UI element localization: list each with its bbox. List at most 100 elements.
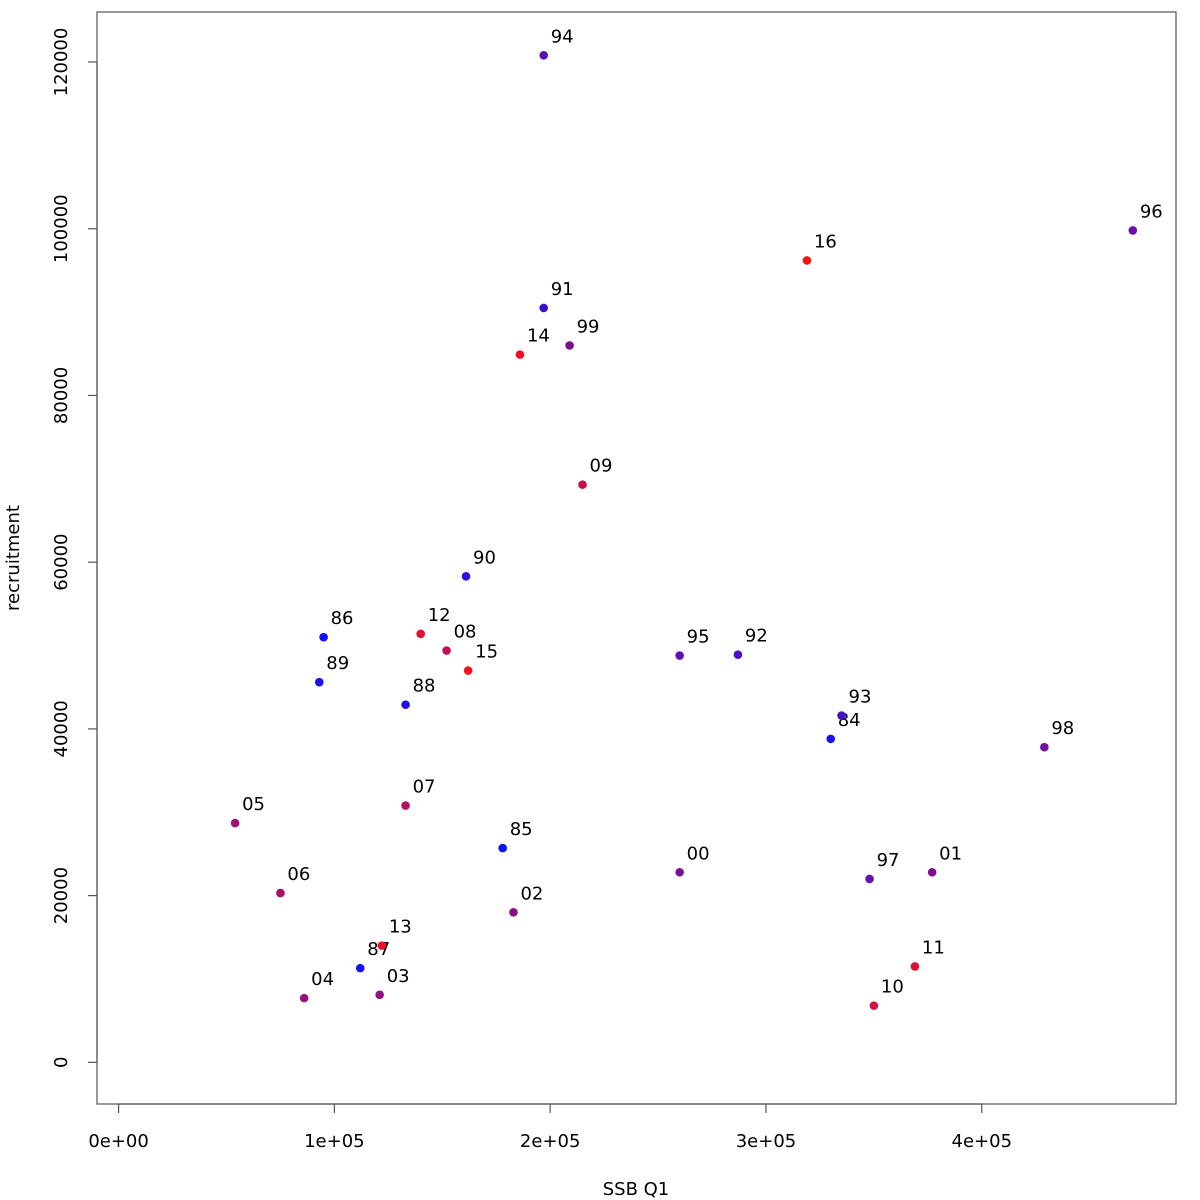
plot-frame xyxy=(96,11,1177,1105)
point-marker xyxy=(565,341,574,350)
point-label: 04 xyxy=(311,969,334,990)
data-point-85: 85 xyxy=(498,819,533,853)
point-label: 00 xyxy=(687,843,710,864)
data-point-93: 93 xyxy=(837,687,871,720)
data-point-88: 88 xyxy=(401,676,436,710)
data-point-98: 98 xyxy=(1040,718,1074,752)
data-point-94: 94 xyxy=(539,26,574,60)
point-label: 06 xyxy=(287,864,310,885)
point-marker xyxy=(1040,742,1049,752)
x-tick-label: 3e+05 xyxy=(736,1131,797,1152)
point-marker xyxy=(675,651,684,660)
point-label: 88 xyxy=(413,676,436,697)
point-marker xyxy=(463,666,473,675)
point-label: 90 xyxy=(473,547,496,568)
data-point-01: 01 xyxy=(927,843,962,877)
point-label: 93 xyxy=(849,687,872,708)
data-point-96: 96 xyxy=(1128,201,1163,235)
x-tick-label: 1e+05 xyxy=(304,1131,365,1152)
point-marker xyxy=(578,480,587,489)
data-point-91: 91 xyxy=(539,279,574,313)
data-point-03: 03 xyxy=(375,966,410,1000)
point-marker xyxy=(299,993,309,1003)
point-label: 92 xyxy=(745,626,768,647)
point-marker xyxy=(401,801,410,810)
point-marker xyxy=(865,874,874,884)
point-marker xyxy=(377,941,387,950)
point-label: 12 xyxy=(428,605,451,626)
point-marker xyxy=(509,907,518,917)
point-marker xyxy=(539,303,549,313)
data-point-02: 02 xyxy=(509,883,543,917)
data-point-10: 10 xyxy=(869,977,904,1010)
data-point-08: 08 xyxy=(442,622,477,655)
x-tick-label: 4e+05 xyxy=(952,1131,1013,1152)
y-tick-label: 100000 xyxy=(51,194,72,263)
point-label: 05 xyxy=(242,794,265,815)
point-marker xyxy=(355,963,365,973)
data-point-86: 86 xyxy=(319,608,354,642)
point-label: 96 xyxy=(1140,201,1163,222)
point-label: 11 xyxy=(922,937,945,958)
point-label: 14 xyxy=(527,326,550,347)
point-label: 07 xyxy=(413,777,436,798)
point-marker xyxy=(401,700,410,710)
data-point-09: 09 xyxy=(578,456,612,489)
point-label: 03 xyxy=(387,966,410,987)
point-marker xyxy=(416,629,426,639)
x-axis: 0e+00 1e+05 2e+05 3e+05 4e+05 xyxy=(88,1103,1013,1152)
point-marker xyxy=(837,711,846,720)
y-axis: 0 20000 40000 60000 80000 100000 120000 xyxy=(51,28,98,1068)
point-marker xyxy=(515,350,525,359)
point-label: 01 xyxy=(939,843,962,864)
point-marker xyxy=(498,843,508,853)
point-marker xyxy=(319,632,328,642)
y-tick-label: 0 xyxy=(51,1057,72,1068)
point-label: 02 xyxy=(520,883,543,904)
point-marker xyxy=(461,572,471,581)
data-point-99: 99 xyxy=(565,316,600,350)
point-marker xyxy=(802,256,812,265)
point-marker xyxy=(230,818,240,828)
point-marker xyxy=(869,1001,879,1010)
point-label: 09 xyxy=(590,456,613,477)
data-point-12: 12 xyxy=(416,605,451,639)
y-tick-label: 60000 xyxy=(51,534,72,591)
y-tick-label: 80000 xyxy=(51,367,72,424)
point-label: 87 xyxy=(367,939,390,960)
data-point-89: 89 xyxy=(314,653,349,687)
point-marker xyxy=(375,990,384,1000)
point-label: 15 xyxy=(475,642,498,663)
point-label: 91 xyxy=(551,279,574,300)
data-point-06: 06 xyxy=(276,864,310,898)
data-point-11: 11 xyxy=(910,937,945,971)
data-point-07: 07 xyxy=(401,777,436,810)
x-tick-label: 2e+05 xyxy=(520,1131,581,1152)
data-point-00: 00 xyxy=(675,843,710,877)
point-marker xyxy=(733,650,743,659)
point-label: 95 xyxy=(687,627,710,648)
point-label: 85 xyxy=(510,819,533,840)
point-marker xyxy=(826,734,836,744)
point-label: 97 xyxy=(877,850,900,871)
x-tick-label: 0e+00 xyxy=(88,1131,149,1152)
point-label: 98 xyxy=(1051,718,1074,739)
data-point-97: 97 xyxy=(865,850,900,884)
data-point-13: 13 xyxy=(377,917,412,950)
point-marker xyxy=(539,51,549,60)
data-point-15: 15 xyxy=(463,642,498,675)
point-label: 94 xyxy=(551,26,574,47)
point-label: 99 xyxy=(577,316,600,337)
y-tick-label: 40000 xyxy=(51,700,72,757)
point-label: 86 xyxy=(331,608,354,629)
x-axis-title: SSB Q1 xyxy=(603,1179,670,1200)
point-marker xyxy=(1128,226,1138,235)
y-tick-label: 120000 xyxy=(51,28,72,97)
point-label: 08 xyxy=(454,622,477,643)
point-marker xyxy=(927,867,937,877)
y-tick-label: 20000 xyxy=(51,867,72,924)
point-marker xyxy=(314,677,324,687)
point-marker xyxy=(276,888,285,898)
